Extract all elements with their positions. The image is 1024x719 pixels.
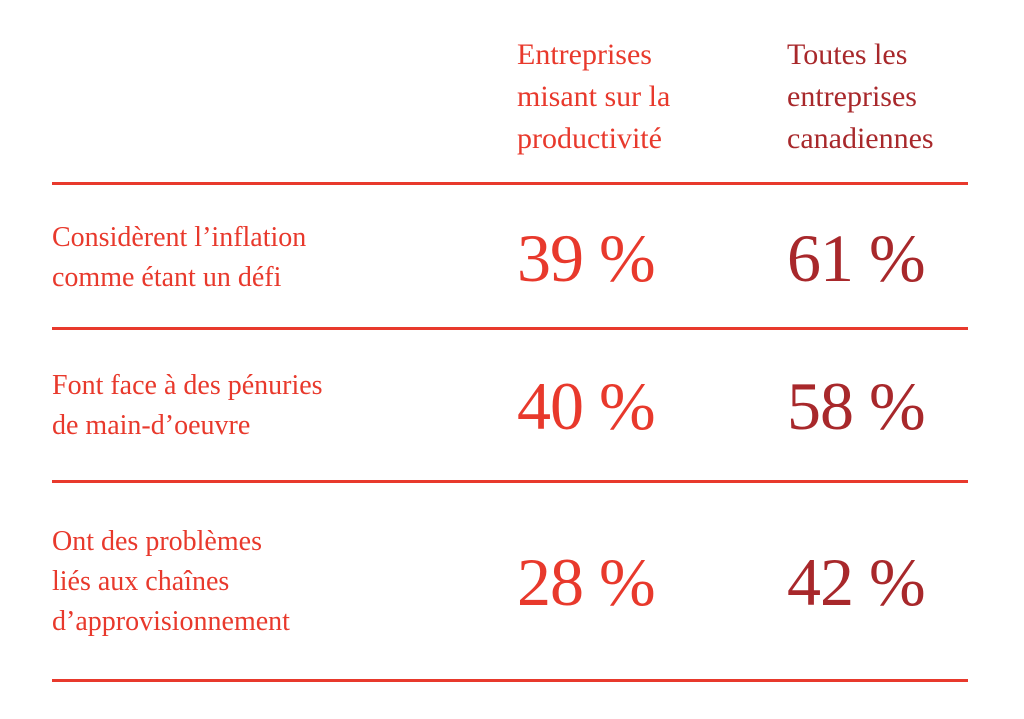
column-header: Toutes les <box>787 38 908 71</box>
column-header: productivité <box>517 122 662 155</box>
column-header: canadiennes <box>787 122 934 155</box>
row-label: Considèrent l’inflation <box>52 222 307 253</box>
cell-value: 39 % <box>517 220 656 296</box>
row-rule <box>52 327 968 330</box>
row-label: comme étant un défi <box>52 262 282 293</box>
row-label: d’approvisionnement <box>52 606 290 637</box>
row-rule <box>52 480 968 483</box>
column-header: Entreprises <box>517 38 652 71</box>
row-label: liés aux chaînes <box>52 566 230 597</box>
cell-value: 42 % <box>787 544 926 620</box>
column-header: entreprises <box>787 80 917 113</box>
row-label: Ont des problèmes <box>52 526 262 557</box>
cell-value: 28 % <box>517 544 656 620</box>
column-header: misant sur la <box>517 80 671 113</box>
cell-value: 40 % <box>517 368 656 444</box>
cell-value: 58 % <box>787 368 926 444</box>
row-rule <box>52 182 968 185</box>
row-label: Font face à des pénuries <box>52 370 323 401</box>
cell-value: 61 % <box>787 220 926 296</box>
row-label: de main-d’oeuvre <box>52 410 251 441</box>
row-rule <box>52 679 968 682</box>
